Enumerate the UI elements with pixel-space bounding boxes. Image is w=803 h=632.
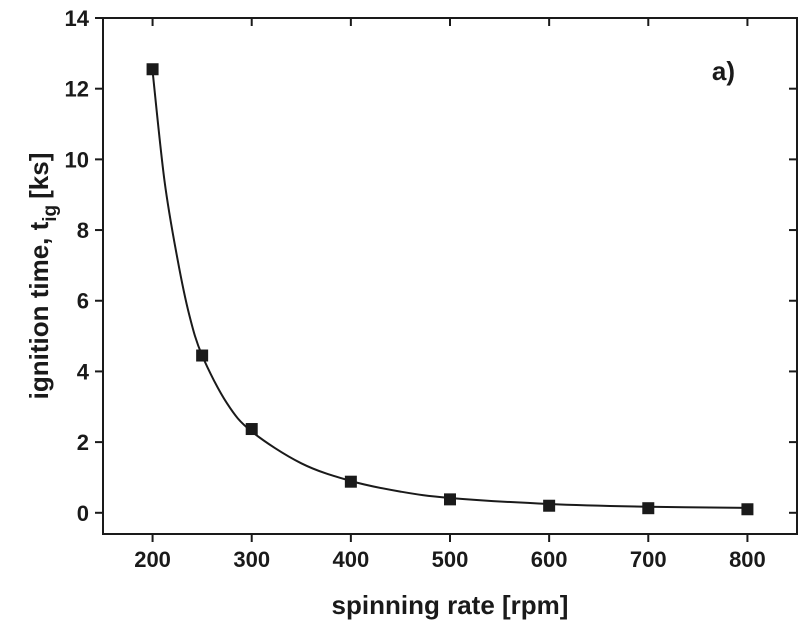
x-tick-label: 800 bbox=[729, 547, 766, 572]
y-axis-label: ignition time, tig [ks] bbox=[24, 153, 61, 400]
data-point bbox=[741, 503, 754, 516]
x-tick-label: 400 bbox=[332, 547, 369, 572]
y-tick-label: 4 bbox=[77, 359, 90, 384]
y-label-sub: ig bbox=[40, 205, 61, 222]
y-tick-label: 6 bbox=[77, 289, 89, 314]
y-label-main: ignition time, t bbox=[24, 221, 54, 399]
annotation: a) bbox=[712, 56, 735, 86]
y-tick-label: 0 bbox=[77, 501, 89, 526]
y-tick-label: 14 bbox=[65, 6, 90, 31]
fit-curve bbox=[151, 70, 748, 509]
data-point bbox=[146, 63, 159, 76]
plot-frame bbox=[102, 17, 798, 535]
data-point bbox=[245, 423, 258, 436]
data-point bbox=[543, 499, 556, 512]
x-tick-label: 500 bbox=[432, 547, 469, 572]
x-tick-label: 600 bbox=[531, 547, 568, 572]
data-point bbox=[642, 502, 655, 515]
y-label-unit: [ks] bbox=[24, 153, 54, 199]
y-tick-label: 8 bbox=[77, 218, 89, 243]
x-tick-label: 200 bbox=[134, 547, 171, 572]
y-tick-label: 12 bbox=[65, 77, 89, 102]
y-tick-label: 10 bbox=[65, 147, 89, 172]
y-tick-label: 2 bbox=[77, 430, 89, 455]
data-point bbox=[444, 493, 456, 506]
x-tick-label: 700 bbox=[630, 547, 667, 572]
x-axis-label: spinning rate [rpm] bbox=[332, 590, 569, 620]
x-tick-label: 300 bbox=[233, 547, 270, 572]
